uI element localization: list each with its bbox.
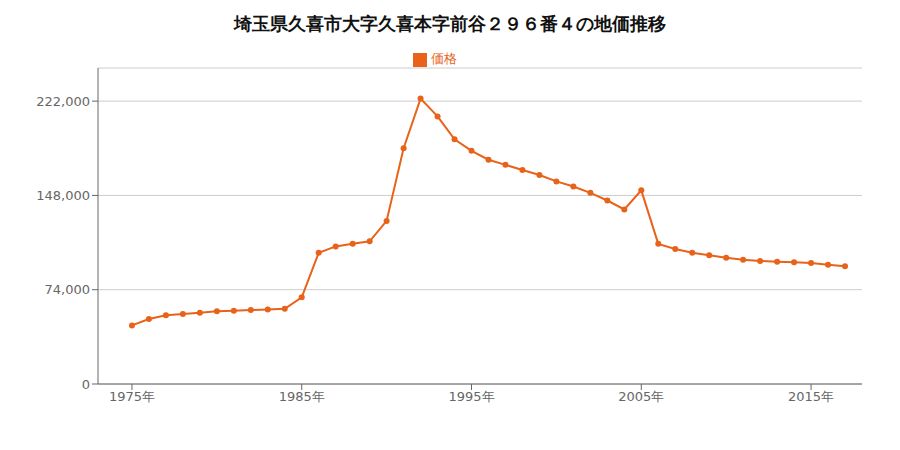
svg-text:1985年: 1985年 — [279, 389, 325, 404]
svg-text:222,000: 222,000 — [36, 94, 90, 109]
svg-text:74,000: 74,000 — [45, 282, 91, 297]
svg-text:1975年: 1975年 — [109, 389, 155, 404]
svg-text:148,000: 148,000 — [36, 188, 90, 203]
svg-text:0: 0 — [82, 377, 90, 392]
svg-text:2005年: 2005年 — [618, 389, 664, 404]
html-text:埼玉県久喜市大字久喜本字前谷２９６番４の地価推移: 埼玉県久喜市大字久喜本字前谷２９６番４の地価推移 — [234, 13, 666, 34]
svg-text:1995年: 1995年 — [448, 389, 494, 404]
svg-text:2015年: 2015年 — [788, 389, 834, 404]
html-text:価格: 価格 — [431, 51, 457, 66]
